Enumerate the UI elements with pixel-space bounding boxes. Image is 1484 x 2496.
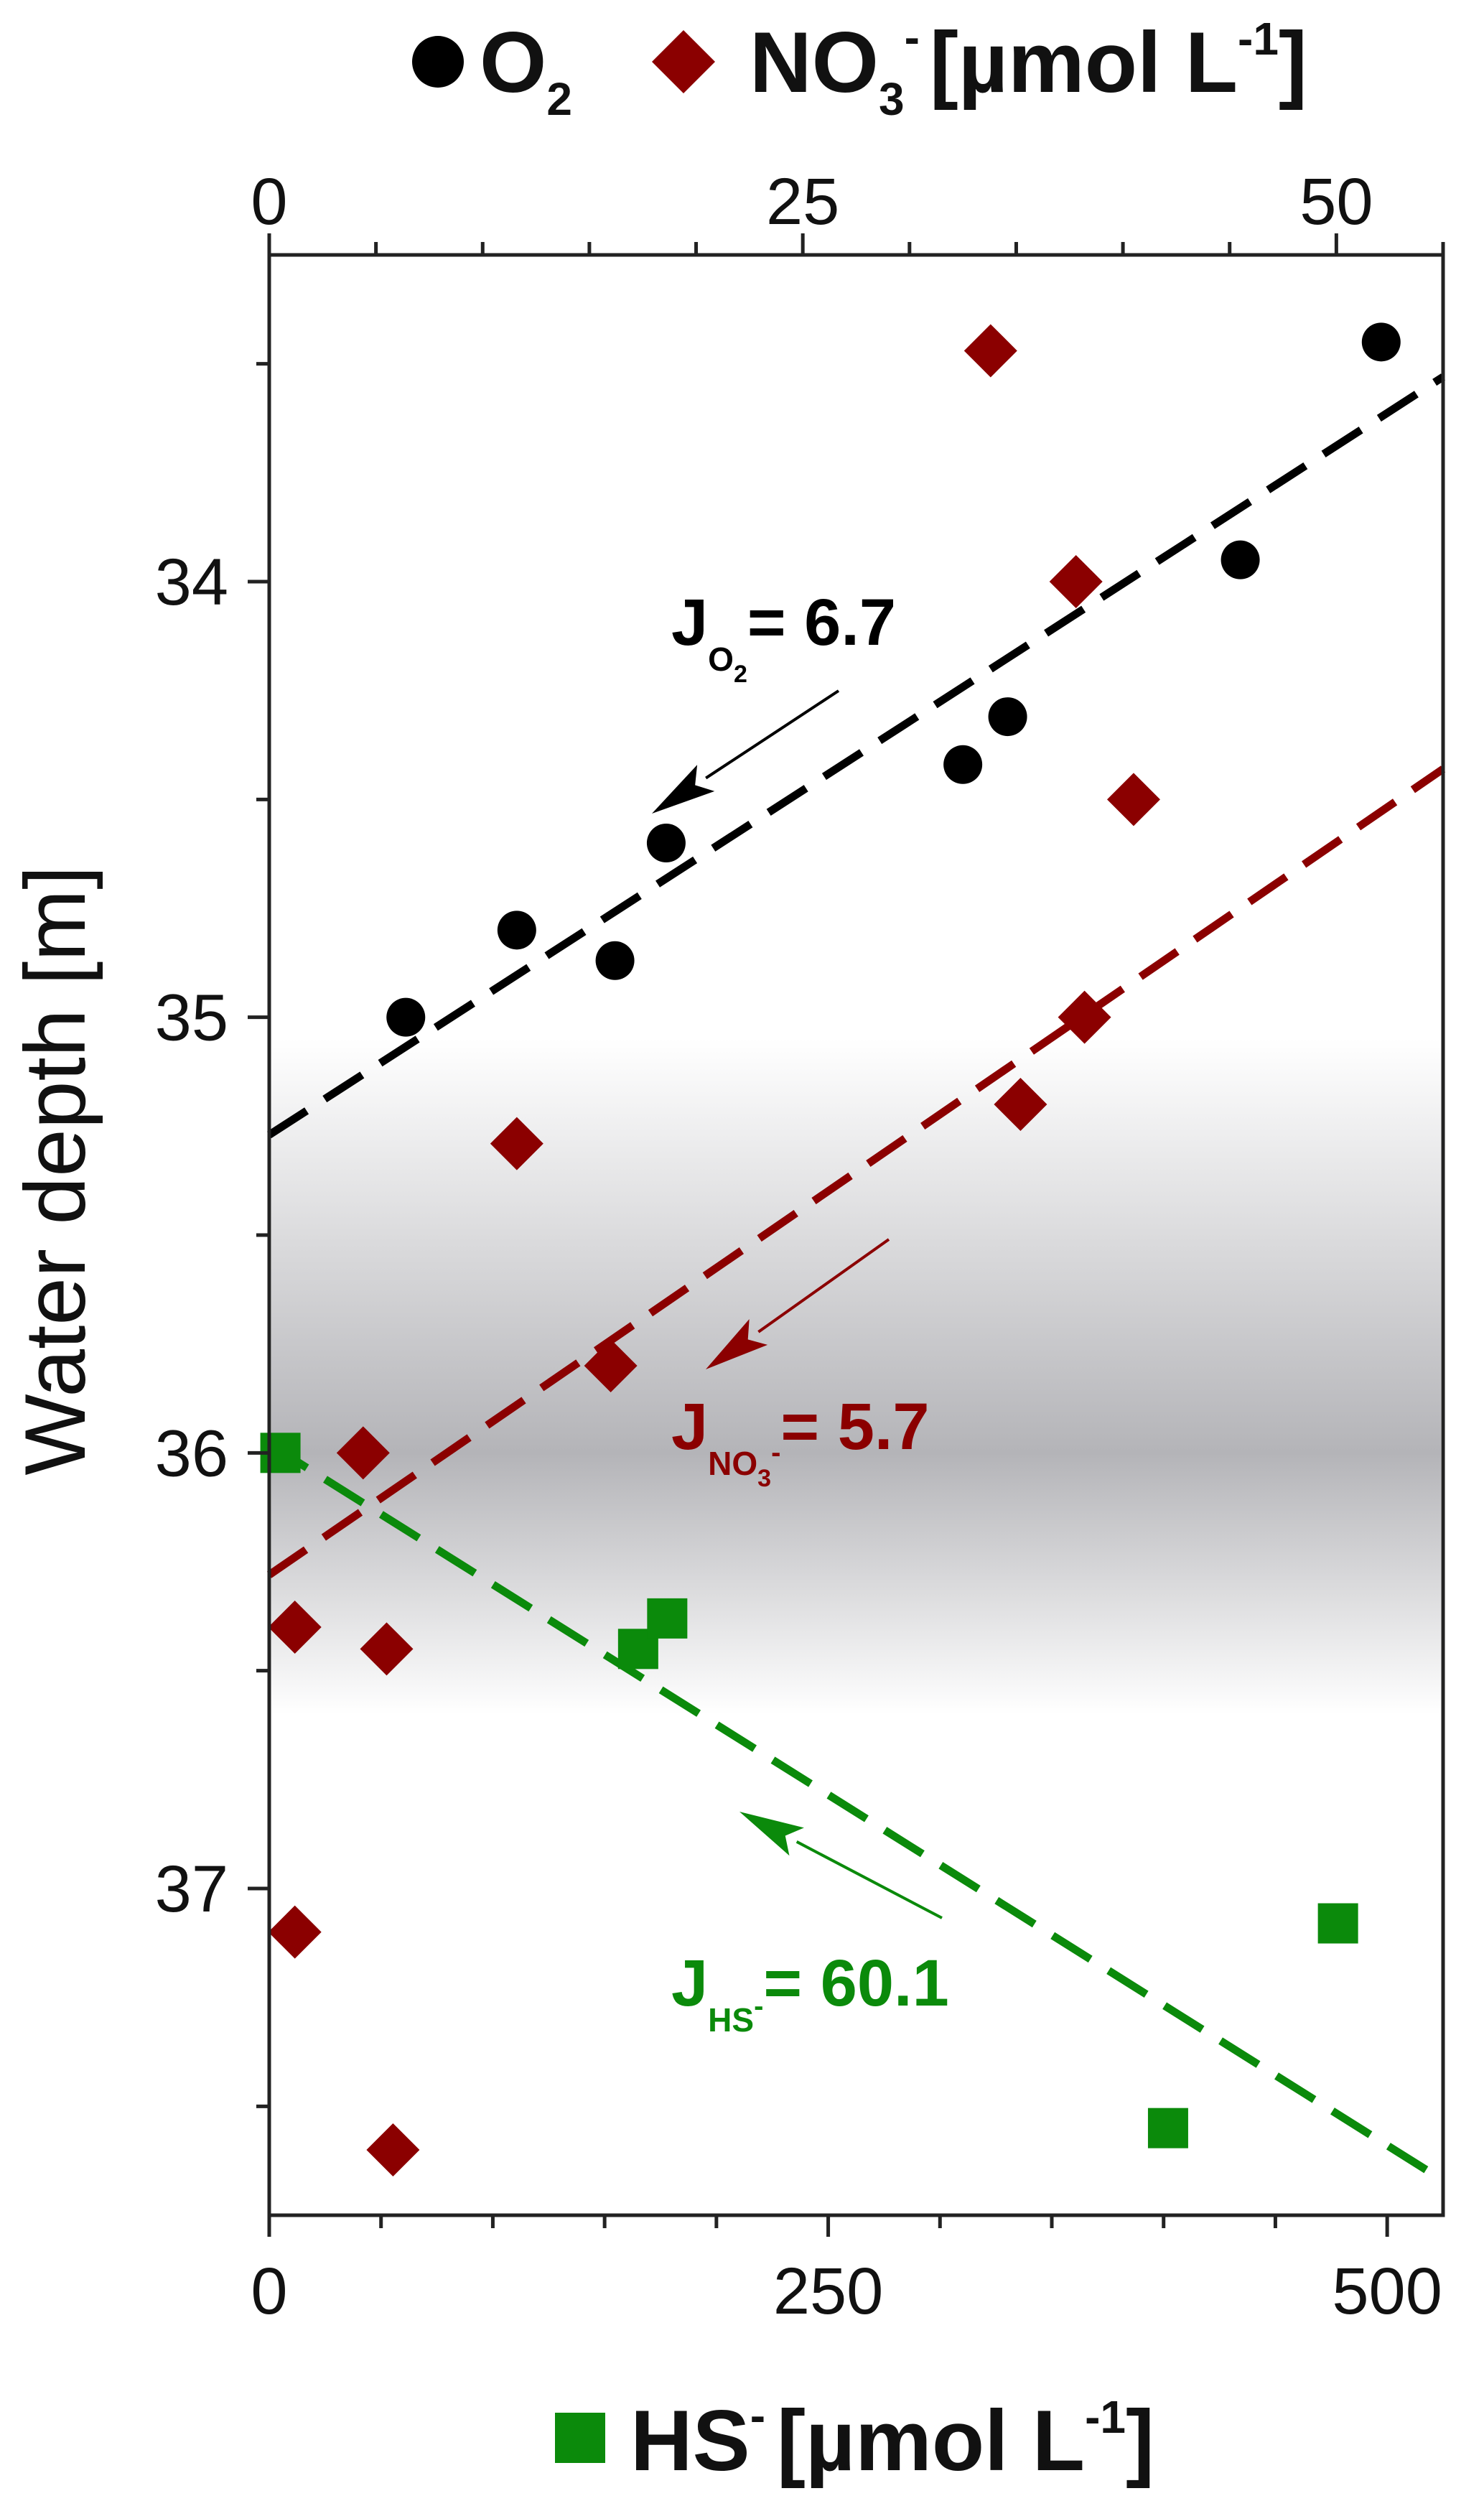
legend-label-hs: HS- [µmol L-1] bbox=[630, 2390, 1154, 2489]
data-point bbox=[366, 2123, 420, 2176]
data-point bbox=[994, 1078, 1047, 1131]
flux-arrow-head bbox=[706, 1318, 768, 1369]
bottom-axis: 0 250 500 bbox=[251, 2215, 1442, 2328]
shaded-depth-band bbox=[271, 1039, 1441, 1715]
data-point bbox=[386, 997, 426, 1037]
top-axis-tick-label: 25 bbox=[766, 165, 839, 238]
fit-line bbox=[266, 765, 1446, 1578]
bottom-axis-tick-label: 0 bbox=[251, 2255, 287, 2328]
y-axis-title: Water depth [m] bbox=[7, 865, 103, 1475]
flux-label: JNO3-= 5.7 bbox=[671, 1390, 930, 1492]
top-axis-tick-label: 50 bbox=[1299, 165, 1373, 238]
data-point bbox=[963, 324, 1017, 378]
flux-arrow-head bbox=[739, 1812, 804, 1856]
flux-arrows bbox=[652, 689, 943, 1919]
data-point bbox=[490, 1117, 543, 1170]
data-point bbox=[1058, 990, 1111, 1044]
legend-circle-marker bbox=[412, 36, 464, 88]
flux-label: JHS-= 60.1 bbox=[671, 1947, 949, 2039]
y-axis-tick-label: 37 bbox=[155, 1853, 228, 1926]
top-axis-tick-label: 0 bbox=[251, 165, 287, 238]
data-point bbox=[647, 1598, 688, 1639]
fit-line bbox=[267, 1440, 1445, 2184]
data-point bbox=[595, 941, 635, 980]
bottom-axis-tick-label: 500 bbox=[1332, 2255, 1442, 2328]
data-point bbox=[584, 1339, 638, 1392]
bottom-axis-tick-label: 250 bbox=[773, 2255, 884, 2328]
flux-arrow-head bbox=[652, 765, 715, 814]
data-point bbox=[268, 1905, 322, 1959]
data-point bbox=[943, 745, 983, 784]
data-point bbox=[1147, 2108, 1188, 2148]
regression-lines bbox=[266, 373, 1446, 2184]
data-point bbox=[497, 911, 536, 950]
left-axis: 34 35 36 37 bbox=[155, 362, 269, 2108]
data-point bbox=[988, 697, 1027, 737]
legend-bottom: HS- [µmol L-1] bbox=[555, 2390, 1154, 2489]
top-axis: 0 25 50 bbox=[251, 165, 1445, 255]
data-point bbox=[1049, 555, 1103, 608]
legend-top: O2 NO3- [µmol L-1] bbox=[412, 11, 1307, 125]
data-point bbox=[1361, 322, 1401, 362]
flux-labels: JO2= 6.7 JNO3-= 5.7 JHS-= 60.1 bbox=[671, 586, 949, 2039]
y-axis-tick-label: 34 bbox=[155, 546, 228, 619]
data-point bbox=[268, 1601, 322, 1654]
data-point bbox=[1106, 773, 1160, 826]
data-point bbox=[1221, 540, 1260, 579]
data-markers bbox=[260, 322, 1401, 2176]
data-point bbox=[1317, 1903, 1358, 1944]
data-point bbox=[360, 1622, 414, 1676]
legend-square-marker bbox=[555, 2413, 605, 2463]
legend-label-no3: NO3- [µmol L-1] bbox=[750, 11, 1307, 125]
data-point bbox=[646, 824, 686, 862]
y-axis-tick-label: 36 bbox=[155, 1417, 228, 1490]
flux-arrow-shaft bbox=[757, 1238, 890, 1333]
y-axis-tick-label: 35 bbox=[155, 982, 228, 1055]
fit-line bbox=[267, 373, 1445, 1139]
data-point bbox=[336, 1426, 390, 1480]
legend-label-o2: O2 bbox=[480, 14, 572, 125]
flux-arrow-shaft bbox=[705, 689, 840, 780]
flux-label: JO2= 6.7 bbox=[671, 586, 896, 688]
flux-arrow-shaft bbox=[795, 1840, 943, 1919]
legend-diamond-marker bbox=[652, 30, 715, 93]
